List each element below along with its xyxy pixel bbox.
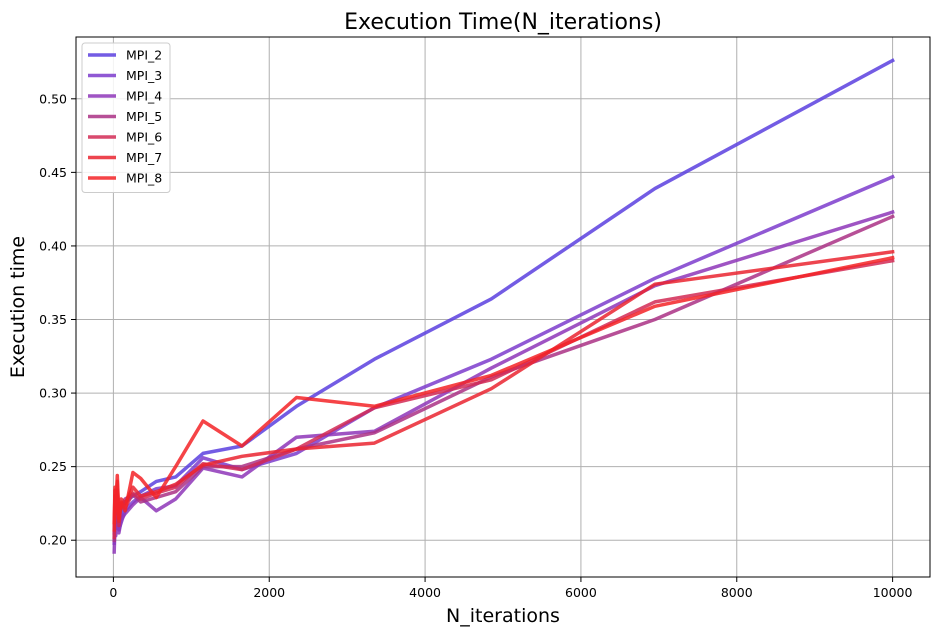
legend-label: MPI_4 bbox=[126, 89, 162, 104]
chart-title: Execution Time(N_iterations) bbox=[344, 10, 662, 35]
y-tick-label: 0.20 bbox=[39, 533, 67, 548]
y-tick-label: 0.45 bbox=[39, 165, 67, 180]
y-axis-ticks: 0.20 0.25 0.30 0.35 0.40 0.45 0.50 bbox=[39, 91, 76, 548]
legend-label: MPI_8 bbox=[126, 171, 162, 186]
legend-label: MPI_3 bbox=[126, 68, 162, 83]
y-tick-label: 0.30 bbox=[39, 386, 67, 401]
legend: MPI_2 MPI_3 MPI_4 MPI_5 MPI_6 MPI_7 MPI_8 bbox=[81, 42, 171, 193]
x-tick-label: 0 bbox=[109, 585, 117, 600]
y-tick-label: 0.35 bbox=[39, 312, 67, 327]
y-tick-label: 0.40 bbox=[39, 238, 67, 253]
x-axis-ticks: 0 2000 4000 6000 8000 10000 bbox=[109, 577, 913, 600]
x-axis-title: N_iterations bbox=[446, 605, 560, 627]
x-tick-label: 8000 bbox=[721, 585, 753, 600]
plot-frame bbox=[75, 36, 931, 578]
y-tick-label: 0.25 bbox=[39, 459, 67, 474]
x-tick-label: 6000 bbox=[565, 585, 597, 600]
y-axis-title: Execution time bbox=[7, 236, 29, 378]
series-line-mpi-4 bbox=[112, 209, 895, 554]
series-line-mpi-8 bbox=[112, 255, 895, 525]
x-tick-label: 4000 bbox=[409, 585, 441, 600]
legend-box bbox=[81, 42, 171, 193]
legend-label: MPI_7 bbox=[126, 150, 162, 165]
y-tick-label: 0.50 bbox=[39, 91, 67, 106]
legend-label: MPI_2 bbox=[126, 48, 162, 63]
legend-label: MPI_5 bbox=[126, 109, 162, 124]
series-lines bbox=[112, 58, 895, 554]
x-tick-label: 2000 bbox=[253, 585, 285, 600]
legend-label: MPI_6 bbox=[126, 130, 162, 145]
x-tick-label: 10000 bbox=[873, 585, 913, 600]
